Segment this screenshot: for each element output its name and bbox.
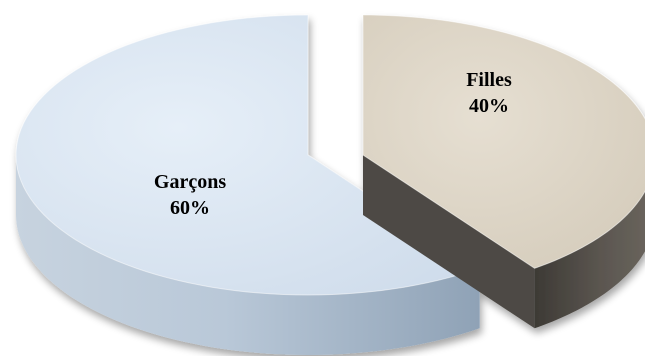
slice-value-label: 40% (469, 95, 509, 117)
slice-top (15, 14, 481, 296)
slice-cut-face (363, 155, 535, 329)
slice-side (16, 155, 480, 355)
slice-label: Garçons (154, 171, 226, 193)
slice-label: Filles (466, 69, 512, 91)
slice-side (534, 191, 645, 329)
slice-filles (362, 14, 645, 329)
slice-garcons (15, 14, 481, 355)
slice-value-label: 60% (170, 197, 210, 219)
slice-top (362, 14, 645, 269)
